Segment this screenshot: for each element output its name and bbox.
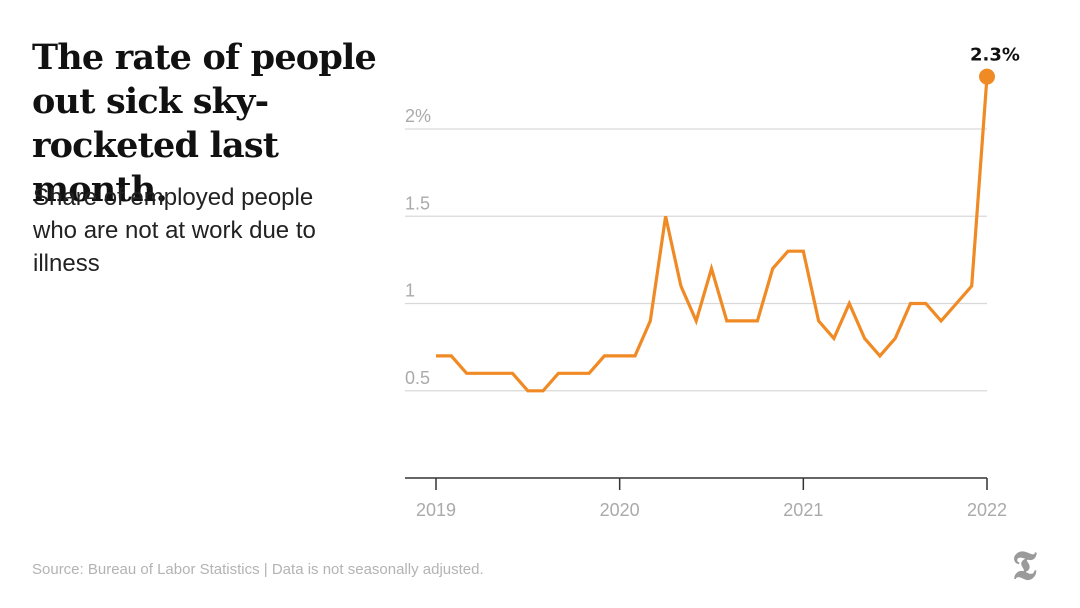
x-tick-label-0: 2019 (416, 500, 456, 520)
y-tick-label-0: 0.5 (405, 368, 430, 388)
x-tick-label-2: 2021 (783, 500, 823, 520)
x-tick-label-3: 2022 (967, 500, 1007, 520)
series-line-0 (436, 76, 989, 393)
x-axis (405, 477, 988, 490)
nyt-logo-icon: 𝕿 (1012, 542, 1037, 589)
end-value-label-0: 2.3% (970, 45, 1020, 66)
y-tick-label-3: 2% (405, 106, 431, 126)
source-note: Source: Bureau of Labor Statistics | Dat… (32, 561, 484, 578)
y-tick-label-1: 1 (405, 281, 415, 301)
x-tick-label-1: 2020 (600, 500, 640, 520)
grid-lines (405, 128, 987, 392)
chart-title: The rate of people out sick sky-rocketed… (32, 37, 377, 210)
y-tick-label-2: 1.5 (405, 193, 430, 213)
chart-subtitle: Share of employed people who are not at … (33, 184, 316, 277)
label-layer: 0.5 1 1.5 2% 2019 2020 2021 2022 2.3% (405, 45, 1020, 520)
series-layer (436, 68, 995, 393)
end-point-marker-0 (979, 68, 995, 85)
